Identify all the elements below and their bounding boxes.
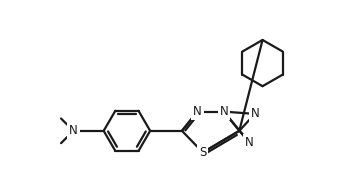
- Text: N: N: [245, 136, 254, 149]
- Text: N: N: [219, 105, 228, 118]
- Text: N: N: [250, 107, 259, 120]
- Text: N: N: [69, 124, 78, 137]
- Text: N: N: [193, 105, 202, 118]
- Text: S: S: [199, 146, 207, 159]
